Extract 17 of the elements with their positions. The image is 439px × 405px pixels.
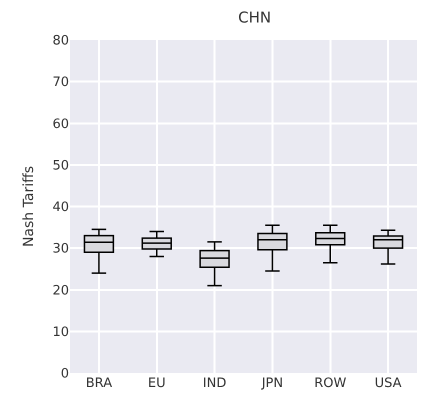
x-tick-label: IND bbox=[202, 376, 226, 391]
x-tick-label: ROW bbox=[314, 376, 346, 391]
y-tick-label: 50 bbox=[52, 158, 69, 174]
y-tick-label: 20 bbox=[52, 283, 69, 298]
x-tick-label: EU bbox=[148, 376, 166, 391]
y-tick-label: 80 bbox=[52, 34, 69, 49]
x-tick-label: BRA bbox=[86, 376, 112, 391]
y-tick-label: 40 bbox=[52, 200, 69, 216]
y-axis-title: Nash Tariffs bbox=[21, 166, 38, 248]
y-tick-label: 0 bbox=[60, 366, 69, 382]
chart-title: CHN bbox=[238, 8, 272, 27]
y-tick-label: 30 bbox=[52, 242, 69, 257]
y-tick-label: 10 bbox=[52, 324, 69, 340]
x-tick-label: JPN bbox=[260, 376, 284, 391]
y-tick-label: 60 bbox=[52, 116, 69, 132]
x-tick-label: USA bbox=[374, 376, 402, 391]
y-tick-label: 70 bbox=[52, 75, 69, 90]
